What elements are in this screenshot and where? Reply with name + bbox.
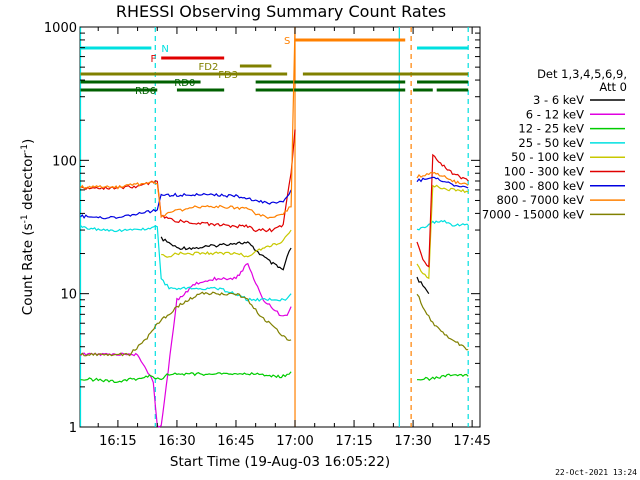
series-line — [160, 236, 292, 271]
legend-entry-label: 6 - 12 keV — [526, 107, 584, 121]
series-line — [80, 189, 292, 220]
series-line — [416, 293, 469, 351]
y-axis-label-mid: detector — [20, 153, 36, 215]
x-tick-label: 17:30 — [394, 434, 431, 449]
x-tick-label: 17:15 — [335, 434, 372, 449]
series-line — [80, 224, 292, 302]
axes: 16:15 16:30 16:45 17:00 17:15 17:30 17:45 1 10 10… — [44, 21, 491, 449]
series-line — [416, 176, 469, 189]
y-axis-label-end: ) — [20, 139, 36, 144]
series-line — [416, 184, 469, 280]
legend-entry-label: 100 - 300 keV — [504, 165, 584, 179]
x-tick-label: 16:15 — [99, 434, 136, 449]
x-tick-label: 16:45 — [217, 434, 254, 449]
y-tick-label: 1000 — [44, 21, 77, 36]
series-line — [416, 153, 469, 268]
y-axis-label-main: Count Rate (s — [20, 223, 36, 315]
legend-header-line2: Att 0 — [599, 80, 627, 94]
footer-timestamp: 22-Oct-2021 13:24 — [555, 468, 637, 477]
y-axis-label: Count Rate (s-1 detector-1) — [20, 139, 36, 315]
legend-entry-label: 300 - 800 keV — [504, 179, 584, 193]
y-tick-label: 100 — [52, 154, 77, 169]
series-line — [417, 373, 469, 382]
legend-entry-label: 7000 - 15000 keV — [482, 207, 584, 221]
x-tick-label: 17:45 — [453, 434, 490, 449]
legend-entry-label: 25 - 50 keV — [518, 136, 584, 150]
series-line — [416, 276, 430, 295]
series-line — [80, 26, 296, 220]
chart-title: RHESSI Observing Summary Count Rates — [116, 2, 446, 21]
series-line — [416, 171, 469, 186]
y-axis-label-sup1: -1 — [20, 214, 30, 223]
state-bar-label-n: N — [161, 44, 168, 55]
state-bar-label-s: S — [284, 36, 290, 47]
legend-entry-label: 50 - 100 keV — [511, 150, 584, 164]
series-line — [80, 371, 292, 383]
legend-entry-label: 800 - 7000 keV — [496, 193, 584, 207]
series-line — [161, 229, 292, 258]
y-tick-label: 10 — [60, 288, 77, 303]
state-bar-label-f: F — [150, 54, 156, 65]
legend-entry-label: 3 - 6 keV — [533, 93, 584, 107]
series-line — [80, 129, 296, 233]
state-bar-label-rd0: RD0 — [174, 78, 195, 89]
legend-header-line1: Det 1,3,4,5,6,9, — [537, 67, 627, 81]
y-axis-label-sup2: -1 — [20, 144, 30, 153]
legend-entry-label: 12 - 25 keV — [518, 122, 584, 136]
series-line — [80, 291, 292, 357]
series-line — [416, 219, 469, 231]
x-tick-label: 17:00 — [276, 434, 313, 449]
state-bar-label-fd2: FD2 — [199, 62, 219, 73]
x-tick-label: 16:30 — [158, 434, 195, 449]
x-axis-label: Start Time (19-Aug-03 16:05:22) — [170, 454, 390, 470]
state-bar-label-fd3: FD3 — [218, 70, 238, 81]
state-bar-label-rd6: RD6 — [135, 86, 156, 97]
y-tick-label: 1 — [69, 421, 77, 436]
